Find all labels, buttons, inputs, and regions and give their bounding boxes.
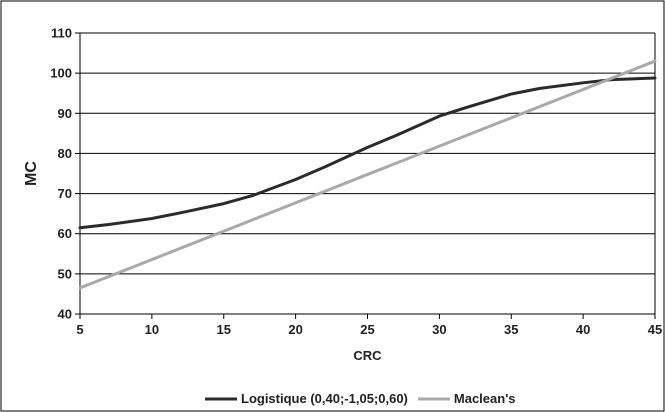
x-tick-label: 30	[432, 322, 446, 337]
x-tick-label: 35	[504, 322, 518, 337]
gridlines	[75, 32, 655, 315]
x-tick-label: 20	[288, 322, 302, 337]
y-tick-label: 60	[58, 226, 72, 241]
x-tick-label: 10	[145, 322, 159, 337]
y-tick-label: 40	[58, 307, 72, 322]
legend-label-1: Logistique (0,40;-1,05;0,60)	[241, 391, 408, 406]
series-line-2	[78, 59, 657, 290]
x-tick-label: 15	[217, 322, 231, 337]
series-lines	[78, 59, 657, 290]
y-tick-labels: 40 50 60 70 80 90 100 110	[50, 26, 72, 322]
x-tick-label: 25	[360, 322, 374, 337]
y-axis-title: MC	[23, 161, 40, 186]
x-tick-label: 5	[76, 322, 83, 337]
legend: Logistique (0,40;-1,05;0,60) Maclean's	[205, 391, 516, 406]
series-line-1	[78, 76, 657, 230]
y-tick-label: 110	[51, 26, 72, 41]
y-tick-label: 100	[50, 66, 72, 81]
x-tick-label: 40	[576, 322, 590, 337]
legend-label-2: Maclean's	[454, 391, 516, 406]
x-tick-labels: 5 10 15 20 25 30 35 40 45	[76, 322, 662, 337]
axes	[79, 33, 656, 319]
x-axis-title: CRC	[353, 348, 382, 363]
x-tick-label: 45	[648, 322, 662, 337]
y-tick-label: 90	[58, 106, 72, 121]
y-tick-label: 70	[58, 186, 72, 201]
y-tick-label: 50	[58, 266, 72, 281]
y-tick-label: 80	[58, 146, 72, 161]
